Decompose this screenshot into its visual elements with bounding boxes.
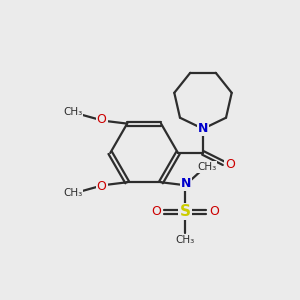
- Text: O: O: [225, 158, 235, 171]
- Text: O: O: [97, 113, 106, 126]
- Text: N: N: [181, 177, 191, 190]
- Text: O: O: [209, 205, 219, 218]
- Text: O: O: [97, 180, 106, 193]
- Text: N: N: [198, 122, 208, 135]
- Text: CH₃: CH₃: [63, 188, 82, 199]
- Text: S: S: [180, 204, 191, 219]
- Text: O: O: [152, 205, 162, 218]
- Text: CH₃: CH₃: [197, 162, 216, 172]
- Text: CH₃: CH₃: [176, 235, 195, 245]
- Text: CH₃: CH₃: [63, 107, 82, 117]
